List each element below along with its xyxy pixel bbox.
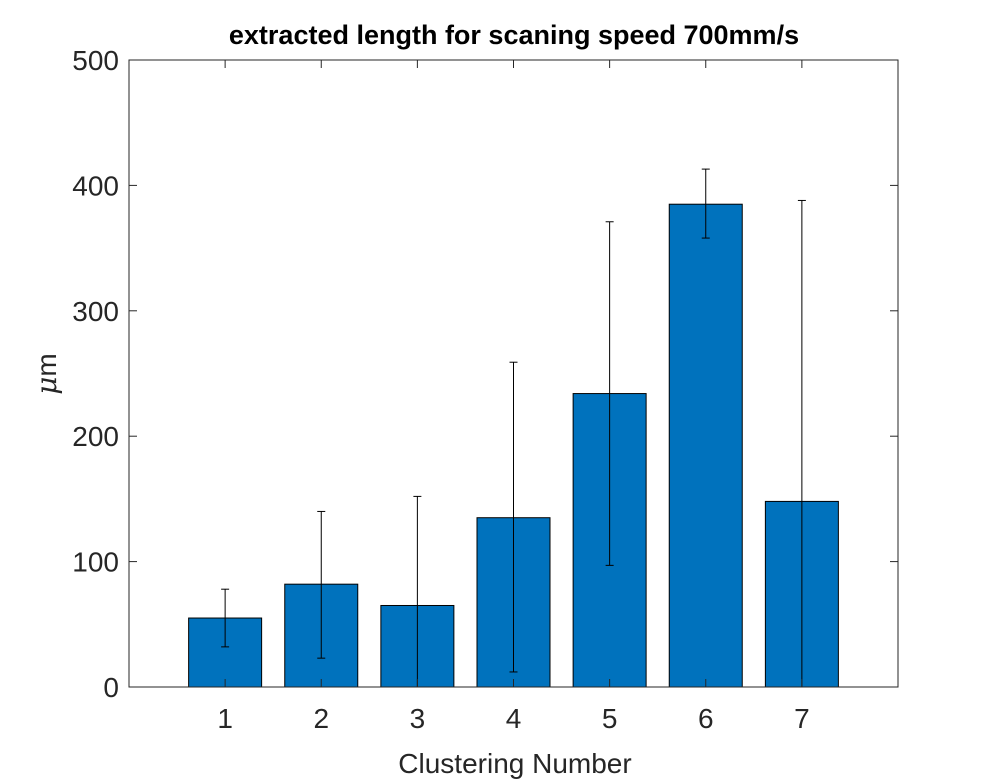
x-tick-label-5: 5 <box>602 703 618 734</box>
x-tick-labels: 1 2 3 4 5 6 7 <box>217 703 809 734</box>
x-axis-label: Clustering Number <box>398 748 631 779</box>
axes-box <box>128 59 899 688</box>
y-axis-label-unit: m <box>31 353 62 376</box>
bars-group <box>188 203 839 688</box>
error-bar-1 <box>221 588 230 648</box>
error-bar-4 <box>509 361 518 673</box>
axes-group <box>128 59 899 688</box>
error-bar-5 <box>605 221 614 566</box>
y-tick-label-100: 100 <box>72 547 119 578</box>
error-bar-6 <box>701 168 710 239</box>
chart-title: extracted length for scaning speed 700mm… <box>229 20 799 50</box>
x-tick-label-2: 2 <box>313 703 329 734</box>
x-tick-label-4: 4 <box>506 703 522 734</box>
y-tick-labels: 0 100 200 300 400 500 <box>72 45 119 703</box>
y-tick-label-400: 400 <box>72 170 119 201</box>
y-tick-label-0: 0 <box>103 672 119 703</box>
error-bar-2 <box>317 510 326 659</box>
y-tick-label-200: 200 <box>72 421 119 452</box>
x-tick-label-3: 3 <box>410 703 426 734</box>
x-tick-label-6: 6 <box>698 703 714 734</box>
x-tick-label-7: 7 <box>794 703 810 734</box>
x-tick-label-1: 1 <box>217 703 233 734</box>
y-tick-label-500: 500 <box>72 45 119 76</box>
y-tick-label-300: 300 <box>72 296 119 327</box>
bar-6 <box>668 203 743 688</box>
y-axis-label-symbol: μ <box>30 377 63 395</box>
y-axis-label: μm <box>30 353 63 395</box>
